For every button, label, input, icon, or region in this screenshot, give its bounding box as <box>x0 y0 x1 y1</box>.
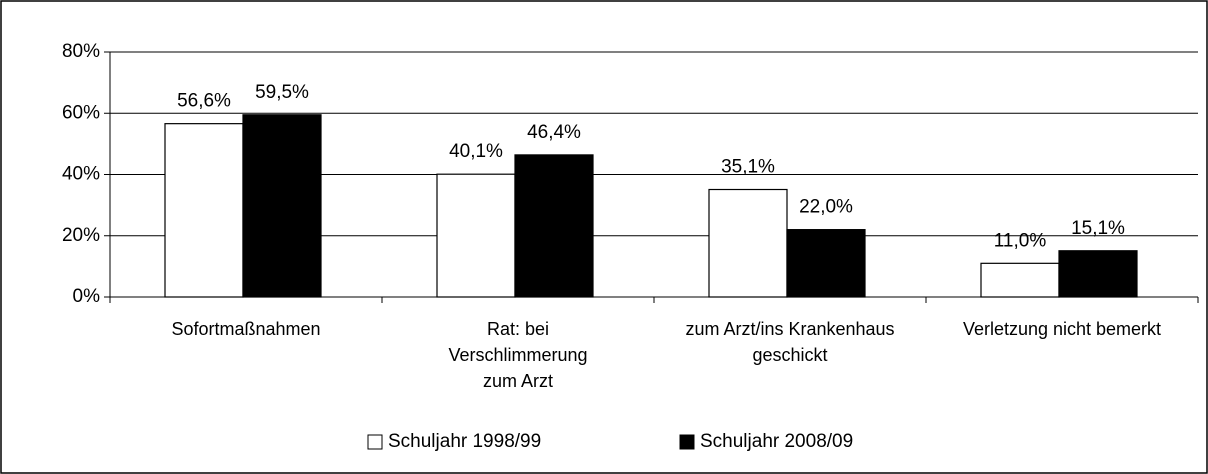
bar <box>786 229 866 298</box>
legend-swatch <box>367 434 383 450</box>
value-label: 35,1% <box>721 157 775 178</box>
bar <box>164 123 244 298</box>
value-label: 15,1% <box>1071 218 1125 239</box>
x-tick-label: Verletzung nicht bemerkt <box>962 319 1162 339</box>
bar <box>242 114 322 298</box>
y-tick-label: 40% <box>62 164 100 185</box>
bar <box>708 188 788 298</box>
y-tick-label: 20% <box>62 225 100 246</box>
value-label: 40,1% <box>449 141 503 162</box>
bar <box>514 154 594 298</box>
value-label: 22,0% <box>799 197 853 218</box>
y-tick-label: 80% <box>62 41 100 62</box>
x-tick-label: Sofortmaßnahmen <box>171 319 321 339</box>
bar <box>980 262 1060 298</box>
y-tick-label: 0% <box>73 286 101 307</box>
value-label: 11,0% <box>994 230 1047 251</box>
value-label: 59,5% <box>255 82 309 103</box>
legend-label: Schuljahr 1998/99 <box>388 431 541 452</box>
y-tick-label: 60% <box>62 102 100 123</box>
value-label: 56,6% <box>177 91 231 112</box>
x-tick-label: Rat: bei Verschlimmerung zum Arzt <box>448 319 588 391</box>
legend-label: Schuljahr 2008/09 <box>700 431 853 452</box>
x-tick-label: zum Arzt/ins Krankenhaus geschickt <box>685 319 895 365</box>
value-label: 46,4% <box>527 122 581 143</box>
bar <box>1058 250 1138 298</box>
bar <box>436 173 516 298</box>
legend-swatch <box>679 434 695 450</box>
